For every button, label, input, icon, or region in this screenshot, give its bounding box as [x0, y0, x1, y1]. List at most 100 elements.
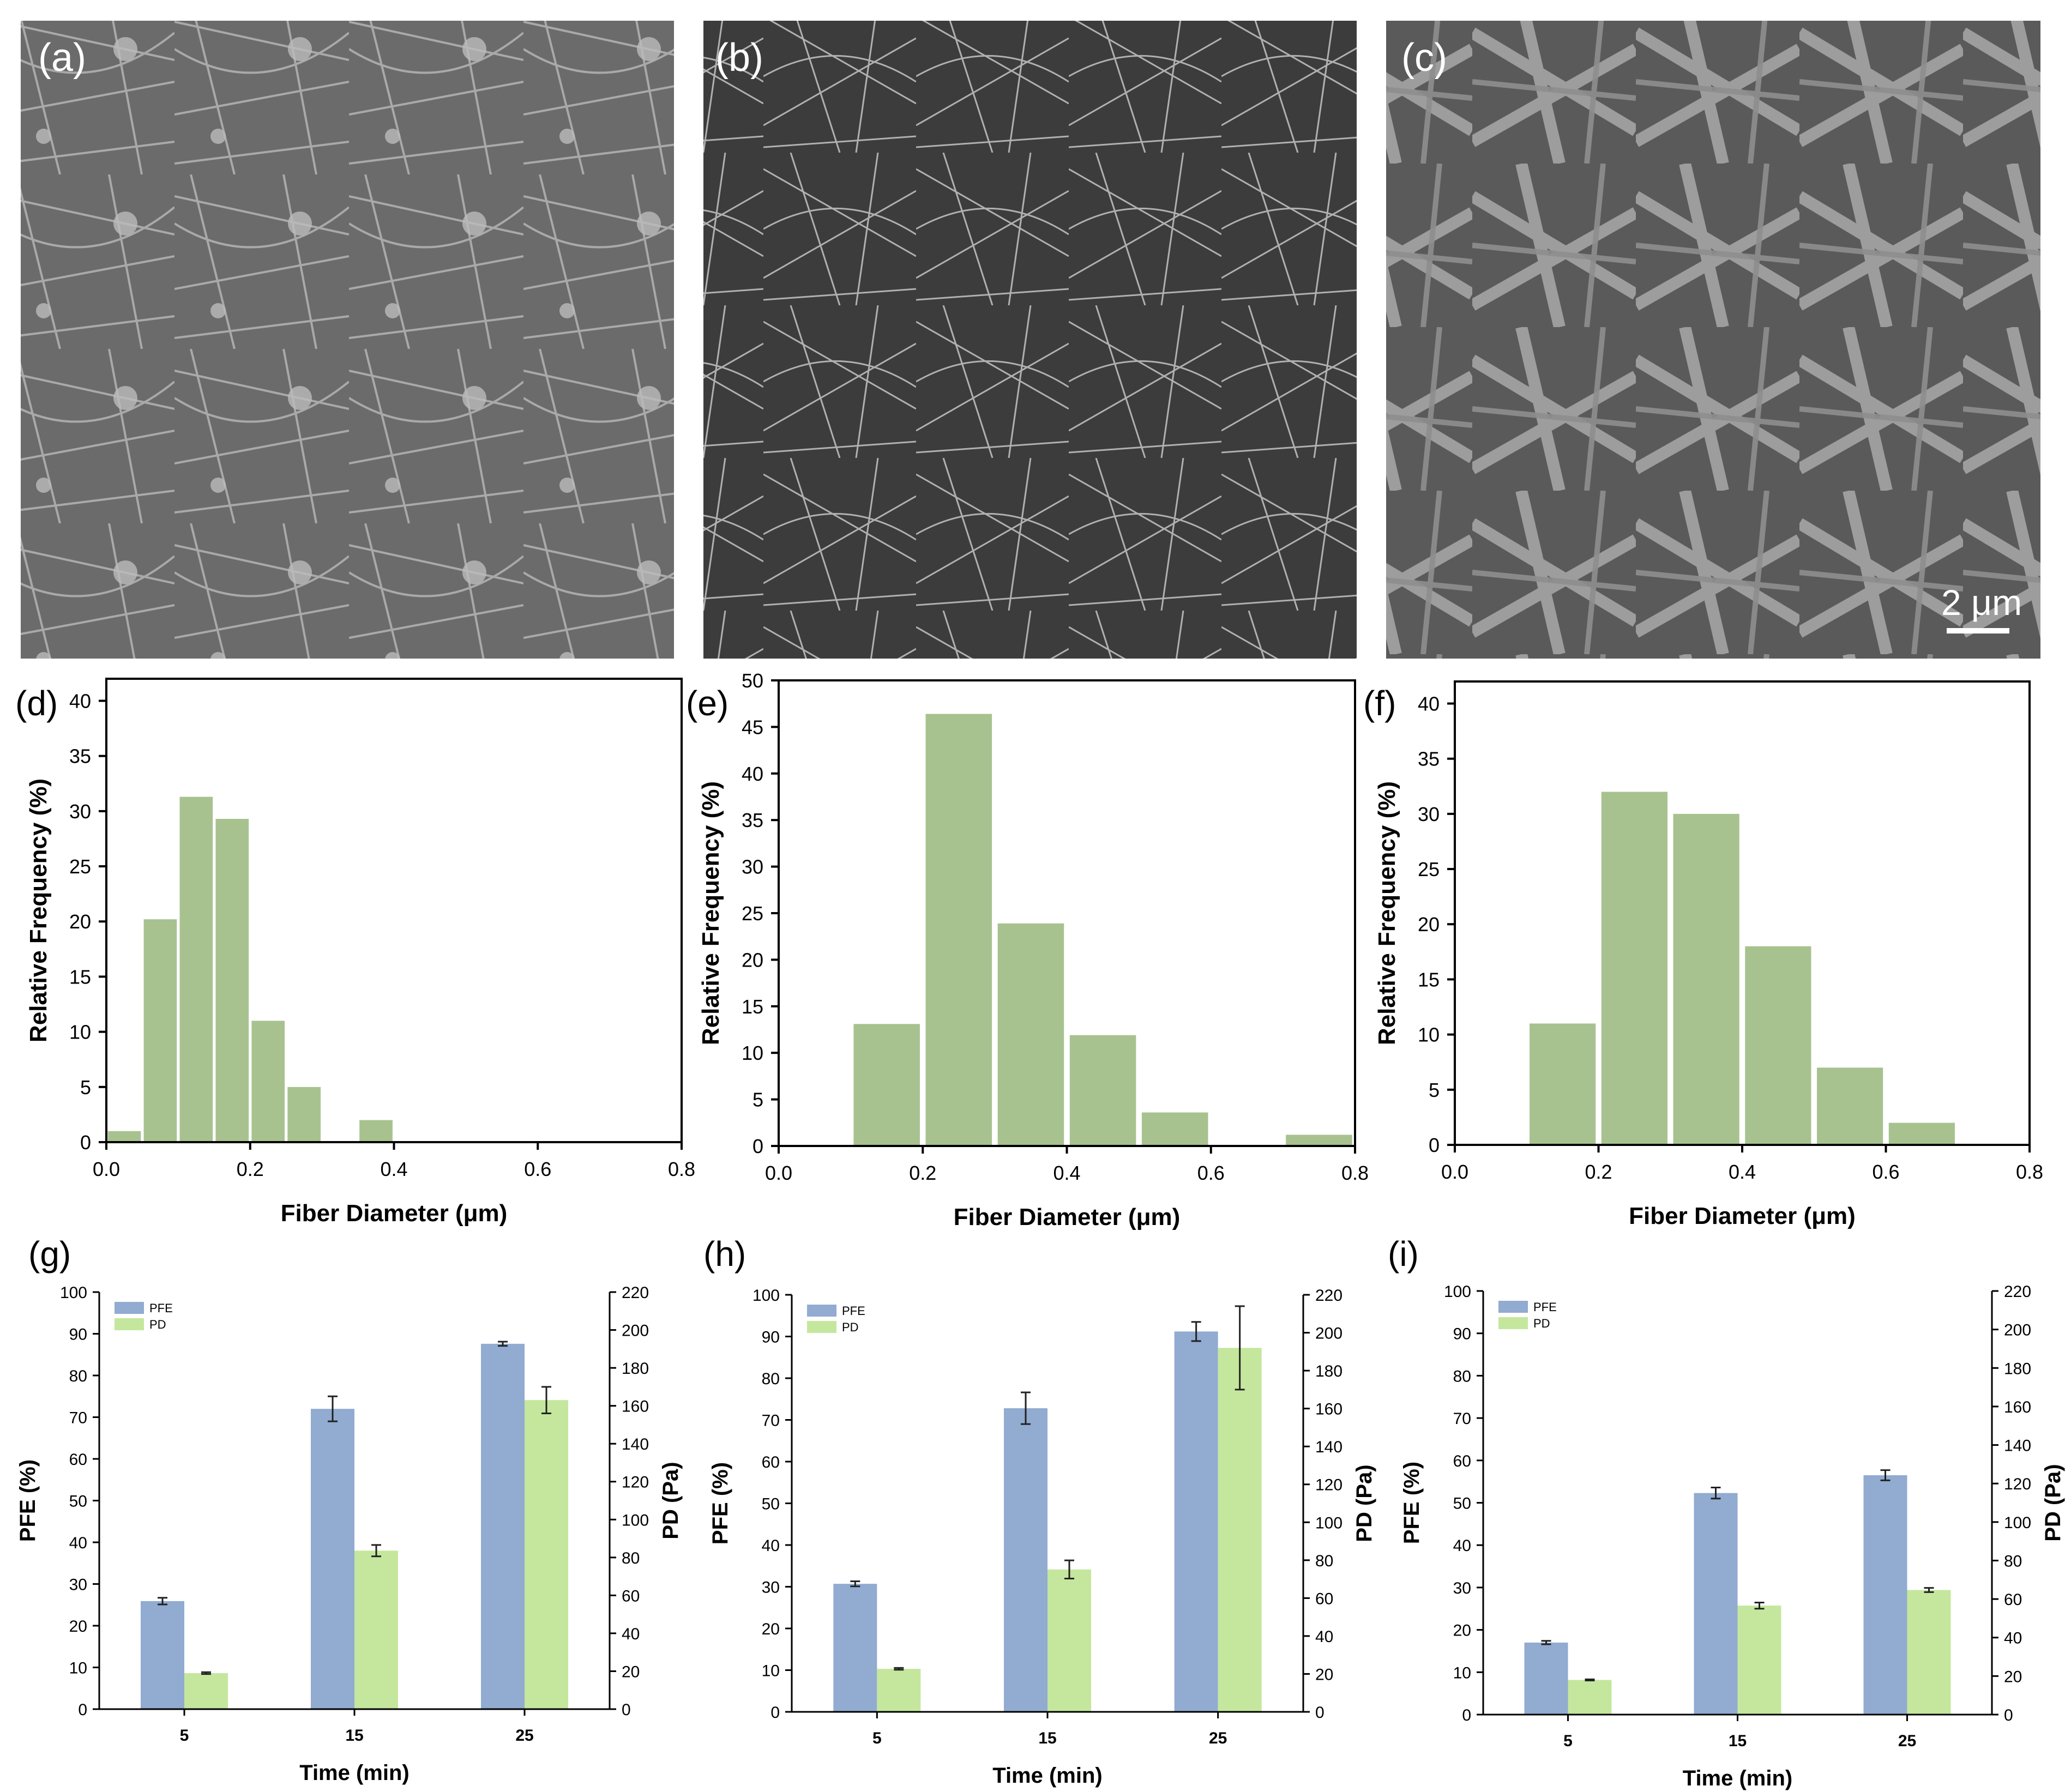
legend-swatch-pd: [807, 1321, 836, 1333]
y2-tick-label: 40: [2004, 1630, 2022, 1648]
y-tick-label: 0: [1429, 1134, 1440, 1156]
chart-d: (d) 0.0 0.2 0.4 0.6 0.8 0 5 10 15 20 25 30 35 40 Fiber …: [15, 678, 695, 1227]
panel-label: (d): [15, 684, 58, 723]
x-tick-label: 15: [1729, 1732, 1747, 1750]
y2-tick-label: 160: [1315, 1401, 1342, 1419]
x-tick-label: 0.6: [1197, 1162, 1225, 1184]
bar-pfe: [481, 1343, 525, 1709]
y-tick-label: 40: [742, 763, 763, 785]
histogram-bar: [1286, 1135, 1352, 1146]
bar-pd: [184, 1673, 228, 1709]
y2-tick-label: 140: [622, 1435, 649, 1453]
x-tick-label: 0.4: [1053, 1162, 1080, 1184]
x-tick-label: 0.0: [93, 1158, 120, 1180]
y2-tick-label: 100: [1315, 1514, 1342, 1532]
y-tick-label: 90: [762, 1329, 780, 1347]
y2-tick-label: 180: [2004, 1360, 2031, 1378]
panel-label: (e): [686, 684, 729, 723]
bar-pd: [1218, 1348, 1262, 1712]
bar-pfe: [833, 1584, 877, 1712]
y2-tick-label: 40: [622, 1625, 640, 1643]
y2-tick-label: 140: [1315, 1438, 1342, 1456]
x-tick-label: 0.4: [380, 1158, 407, 1180]
x-tick-label: 0.8: [2016, 1161, 2043, 1183]
x-tick-label: 25: [1898, 1732, 1916, 1750]
y-tick-label: 100: [60, 1284, 87, 1302]
y-tick-label: 20: [69, 910, 91, 933]
y-tick-label: 40: [69, 1534, 87, 1552]
bar-pfe: [311, 1409, 354, 1709]
y-tick-label: 80: [69, 1367, 87, 1385]
x-tick-label: 15: [1038, 1729, 1056, 1747]
x-tick-label: 0.8: [1341, 1162, 1369, 1184]
y-tick-label: 15: [742, 995, 763, 1018]
chart-e: (e) 0.0 0.2 0.4 0.6 0.8 0 5 10 15 20 25 30 35 40 45 50 Fi…: [686, 669, 1369, 1230]
x-tick-label: 0.2: [237, 1158, 264, 1180]
y-tick-label: 30: [1418, 803, 1440, 825]
y-tick-label: 40: [762, 1537, 780, 1555]
y-axis-label: Relative Frequency (%): [25, 779, 52, 1042]
histogram-bar: [1745, 946, 1811, 1145]
y-tick-label: 10: [69, 1021, 91, 1043]
y-tick-label: 100: [752, 1287, 780, 1305]
y-tick-label: 20: [762, 1620, 780, 1638]
y-tick-label: 70: [69, 1409, 87, 1427]
bar-pfe: [1694, 1493, 1738, 1715]
legend-swatch-pd: [115, 1318, 144, 1330]
x-tick-label: 0.2: [1585, 1161, 1612, 1183]
scale-bar: [1947, 628, 2009, 633]
y2-tick-label: 100: [2004, 1514, 2031, 1532]
y-tick-label: 90: [1453, 1325, 1471, 1343]
x-tick-label: 5: [180, 1727, 189, 1745]
legend-label-pd: PD: [842, 1320, 859, 1334]
bar-pd: [1737, 1606, 1781, 1715]
histogram-bar: [1069, 1035, 1136, 1146]
y-tick-label: 30: [1453, 1579, 1471, 1597]
x-tick-label: 0.0: [765, 1162, 792, 1184]
histogram-bar: [925, 714, 992, 1146]
x-axis-label: Fiber Diameter (μm): [281, 1200, 508, 1227]
histogram-bar: [1530, 1023, 1596, 1145]
x-tick-label: 0.8: [668, 1158, 695, 1180]
x-tick-label: 25: [515, 1727, 533, 1745]
y2-tick-label: 200: [2004, 1322, 2031, 1340]
x-axis-label: Time (min): [299, 1761, 410, 1785]
y-axis-label: Relative Frequency (%): [1374, 781, 1400, 1045]
histogram-bar: [1817, 1067, 1883, 1145]
histogram-bar: [1601, 792, 1667, 1145]
legend-label-pfe: PFE: [149, 1301, 173, 1315]
panel-label: (i): [1388, 1234, 1419, 1274]
histogram-bar: [143, 919, 177, 1142]
y-tick-label: 5: [1429, 1079, 1440, 1101]
y-tick-label: 30: [742, 856, 763, 878]
y2-tick-label: 0: [1315, 1704, 1325, 1722]
y-tick-label: 15: [69, 966, 91, 988]
histogram-bar: [215, 819, 249, 1142]
y-tick-label: 0: [80, 1131, 91, 1154]
bar-pd: [1907, 1590, 1951, 1715]
x-axis-label: Time (min): [992, 1764, 1103, 1788]
legend-label-pd: PD: [149, 1318, 166, 1331]
legend-label-pd: PD: [1533, 1317, 1550, 1330]
y-tick-label: 20: [742, 949, 763, 971]
y-tick-label: 25: [69, 855, 91, 878]
legend-swatch-pfe: [1498, 1301, 1528, 1313]
y-tick-label: 20: [1453, 1622, 1471, 1640]
y2-axis-label: PD (Pa): [1352, 1464, 1376, 1542]
y-tick-label: 40: [1453, 1537, 1471, 1555]
y-tick-label: 50: [1453, 1495, 1471, 1513]
bar-pd: [1568, 1680, 1612, 1715]
y2-tick-label: 120: [2004, 1475, 2031, 1493]
y2-tick-label: 140: [2004, 1437, 2031, 1455]
y2-tick-label: 180: [622, 1360, 649, 1378]
y-tick-label: 50: [762, 1495, 780, 1513]
y-tick-label: 40: [1418, 692, 1440, 715]
y-tick-label: 60: [1453, 1452, 1471, 1470]
x-tick-label: 5: [1563, 1732, 1573, 1750]
y-tick-label: 70: [1453, 1410, 1471, 1428]
panel-label: (f): [1363, 684, 1396, 723]
y-tick-label: 100: [1444, 1283, 1471, 1301]
panel-label-b: (b): [715, 36, 763, 80]
x-tick-label: 0.6: [524, 1158, 551, 1180]
y-tick-label: 10: [742, 1042, 763, 1064]
